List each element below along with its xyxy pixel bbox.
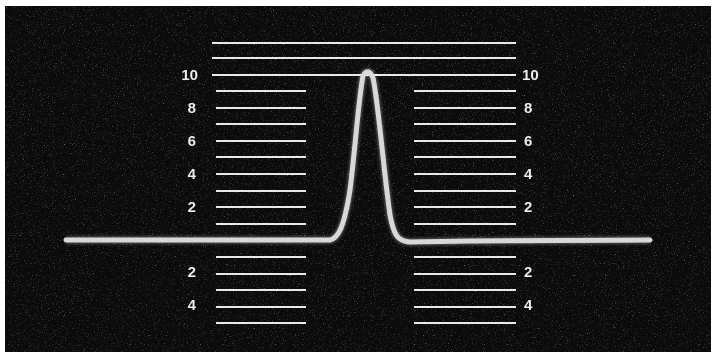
label-right-8: 8	[524, 100, 532, 117]
left-scale-lines	[216, 90, 306, 324]
label-left-6: 6	[188, 133, 196, 150]
signal-trace	[63, 67, 653, 247]
lower-left-labels: 2 4	[188, 264, 197, 314]
label-left-lower-2: 2	[188, 264, 196, 281]
trace-line	[63, 69, 653, 245]
label-right-2: 2	[524, 199, 532, 216]
right-scale-lines	[414, 90, 516, 324]
upper-left-labels: 10 8 6 4 2	[181, 67, 198, 216]
label-left-lower-4: 4	[188, 297, 197, 314]
label-right-6: 6	[524, 133, 532, 150]
photo-grain	[5, 6, 711, 352]
lower-right-labels: 2 4	[524, 264, 533, 314]
label-right-10: 10	[522, 67, 539, 84]
label-left-4: 4	[188, 166, 197, 183]
label-left-2: 2	[188, 199, 196, 216]
label-left-10: 10	[181, 67, 198, 84]
label-left-8: 8	[188, 100, 196, 117]
upper-right-labels: 10 8 6 4 2	[522, 67, 539, 216]
label-right-lower-4: 4	[524, 297, 533, 314]
label-right-lower-2: 2	[524, 264, 532, 281]
label-right-4: 4	[524, 166, 533, 183]
